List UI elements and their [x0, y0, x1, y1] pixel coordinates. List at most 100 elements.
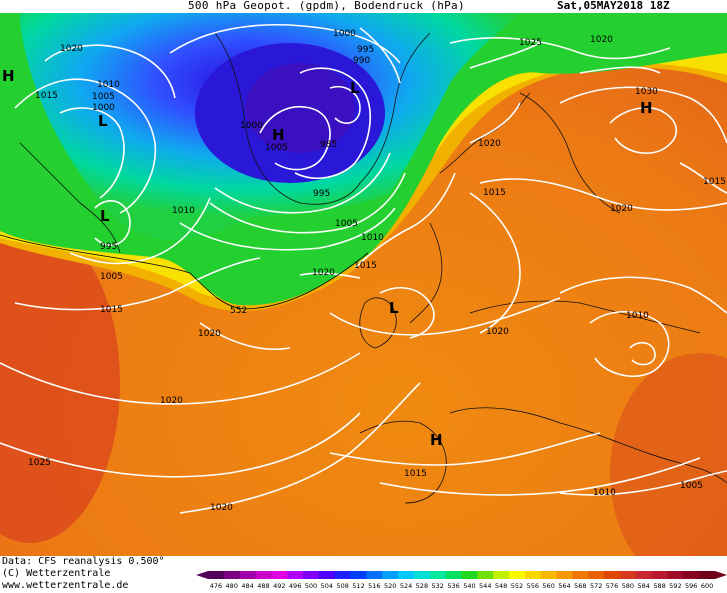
isobar-label: 1020 — [312, 268, 335, 278]
legend-swatch — [493, 571, 510, 579]
isobar-label: 985 — [320, 140, 337, 150]
legend-swatch — [429, 571, 447, 579]
legend-swatch — [318, 571, 336, 579]
geopotential-label: 552 — [230, 306, 247, 316]
legend-swatch — [604, 571, 621, 579]
isobar-label: 1010 — [97, 80, 120, 90]
isobar-label: 1005 — [100, 272, 123, 282]
legend-value-label: 592 — [669, 582, 681, 590]
isobar-label: 1010 — [361, 233, 384, 243]
legend-swatch — [556, 571, 573, 579]
isobar-label: 1030 — [635, 87, 658, 97]
isobar-label: 990 — [353, 56, 370, 66]
isobar-label: 1010 — [593, 488, 616, 498]
high-marker: H — [2, 67, 15, 85]
legend-swatch — [271, 571, 288, 579]
legend-swatch — [524, 571, 542, 579]
low-marker: L — [389, 299, 399, 317]
isobar-label: 1000 — [333, 29, 356, 39]
isobar-label: 1005 — [680, 481, 703, 491]
isobar-label: 1020 — [210, 503, 233, 513]
weather-map: 1020 1015 1010 1005 1000 L 1000 995 990 … — [0, 13, 727, 556]
legend-swatch — [208, 571, 225, 579]
legend-value-label: 504 — [321, 582, 333, 590]
legend-swatch — [445, 571, 462, 579]
legend-value-label: 516 — [368, 582, 380, 590]
legend-swatch — [619, 571, 637, 579]
legend-swatch — [413, 571, 431, 579]
color-legend: 476 480 484 488 492 496 500 504 508 512 516 520 524 5… — [196, 571, 727, 590]
legend-value-label: 492 — [273, 582, 285, 590]
isobar-label: 1015 — [703, 177, 726, 187]
isobar-label: 1010 — [626, 311, 649, 321]
legend-swatch — [223, 571, 241, 579]
legend-value-label: 536 — [447, 582, 459, 590]
legend-value-label: 512 — [352, 582, 364, 590]
isobar-label: 1020 — [198, 329, 221, 339]
legend-swatch — [350, 571, 367, 579]
legend-swatch — [334, 571, 352, 579]
isobar-label: 1025 — [28, 458, 51, 468]
legend-swatch — [461, 571, 478, 579]
legend-swatch — [667, 571, 684, 579]
legend-swatch — [509, 571, 526, 579]
low-marker: L — [350, 79, 360, 97]
isobar-label: 995 — [100, 242, 117, 252]
legend-swatch — [588, 571, 605, 579]
isobar-label: 995 — [313, 189, 330, 199]
map-date: Sat,05MAY2018 18Z — [557, 0, 670, 12]
isobar-label: 1015 — [404, 469, 427, 479]
legend-arrow-right — [715, 571, 727, 579]
legend-swatch — [651, 571, 668, 579]
isobar-labels: 1020 1015 1010 1005 1000 L 1000 995 990 … — [2, 29, 726, 513]
isobar-label: 1005 — [265, 143, 288, 153]
legend-value-label: 500 — [305, 582, 317, 590]
legend-swatch — [398, 571, 415, 579]
cold-core-inner — [245, 63, 355, 153]
legend-swatch — [366, 571, 383, 579]
isobar-label: 1015 — [100, 305, 123, 315]
high-marker: H — [640, 99, 653, 117]
legend-value-label: 600 — [701, 582, 713, 590]
legend-value-label: 540 — [463, 582, 475, 590]
legend-value-label: 544 — [479, 582, 491, 590]
isobar-label: 1000 — [92, 103, 115, 113]
legend-value-label: 480 — [226, 582, 238, 590]
isobar-label: 1015 — [35, 91, 58, 101]
legend-value-label: 476 — [210, 582, 222, 590]
footer-copyright: (C) Wetterzentrale — [2, 568, 111, 579]
title-bar: 500 hPa Geopot. (gpdm), Bodendruck (hPa)… — [0, 0, 727, 13]
legend-value-label: 588 — [653, 582, 665, 590]
isobar-label: 1015 — [354, 261, 377, 271]
isobar-label: 1010 — [172, 206, 195, 216]
legend-value-label: 568 — [574, 582, 586, 590]
legend-value-label: 556 — [527, 582, 539, 590]
legend-swatch — [287, 571, 304, 579]
coastlines — [19, 32, 727, 504]
footer-data-source: Data: CFS reanalysis 0.500° — [2, 556, 165, 567]
warm-core-west — [0, 223, 120, 543]
legend-swatch — [477, 571, 494, 579]
legend-value-label: 564 — [558, 582, 570, 590]
isobar-label: 1020 — [486, 327, 509, 337]
legend-value-label: 552 — [511, 582, 523, 590]
isobar-label: 1005 — [92, 92, 115, 102]
legend-value-label: 488 — [257, 582, 269, 590]
legend-value-label: 596 — [685, 582, 697, 590]
warm-core-southeast — [610, 353, 727, 556]
isobar-label: 995 — [357, 45, 374, 55]
legend-value-label: 576 — [606, 582, 618, 590]
low-marker: L — [98, 112, 108, 130]
high-marker: H — [430, 431, 443, 449]
geopotential-552-line — [0, 234, 369, 310]
legend-swatch — [635, 571, 653, 579]
legend-value-label: 496 — [289, 582, 301, 590]
legend-value-label: 528 — [416, 582, 428, 590]
isobar-label: 1020 — [610, 204, 633, 214]
legend-swatch — [540, 571, 558, 579]
legend-value-label: 524 — [400, 582, 412, 590]
footer-website[interactable]: www.wetterzentrale.de — [2, 580, 129, 591]
high-marker: H — [272, 126, 285, 144]
legend-value-label: 580 — [622, 582, 634, 590]
